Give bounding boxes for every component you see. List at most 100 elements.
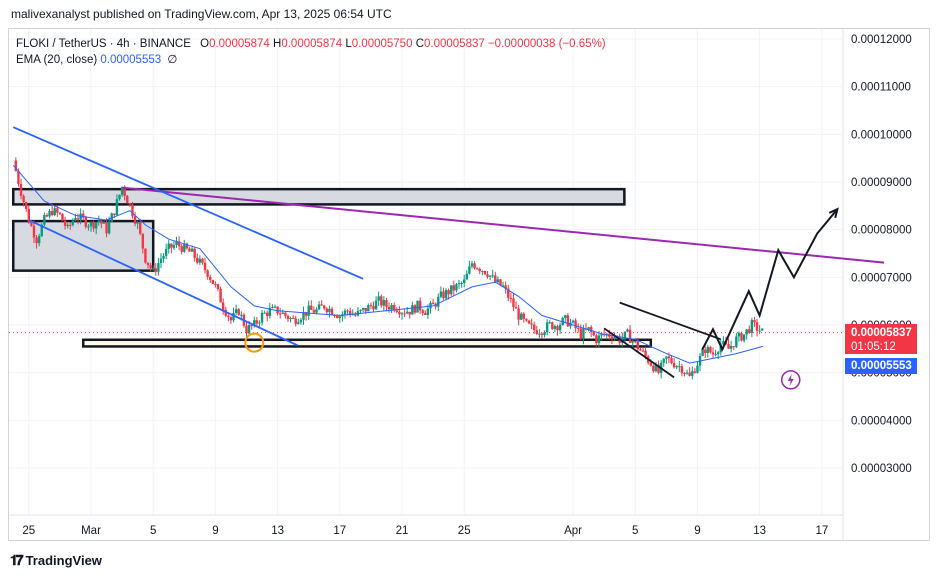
candle: [551, 321, 554, 330]
close-value: 0.00005837: [424, 38, 485, 50]
candle: [400, 311, 404, 320]
candle: [553, 324, 557, 333]
projection-path: [701, 208, 839, 352]
channel-lower-line: [28, 219, 299, 347]
open-value: 0.00005874: [209, 38, 270, 50]
candle: [564, 314, 567, 323]
candle: [571, 319, 575, 324]
x-tick-label: 9: [212, 525, 218, 537]
candle: [188, 246, 191, 252]
candle: [693, 367, 697, 374]
candle: [602, 329, 606, 337]
last-price-value: 0.00005837: [851, 327, 912, 339]
wedge-upper-line: [619, 301, 722, 341]
candle: [180, 244, 183, 255]
candle: [317, 300, 321, 311]
ema-price-badge: 0.00005553: [845, 358, 917, 374]
candle: [356, 306, 360, 317]
candle: [512, 293, 515, 312]
candle: [22, 194, 25, 207]
candle: [670, 355, 673, 365]
candle: [141, 233, 145, 254]
candle: [69, 222, 72, 230]
candle: [221, 298, 225, 315]
countdown-value: 01:05:12: [851, 341, 896, 353]
candle: [152, 265, 155, 271]
projection-arrowhead: [828, 207, 839, 219]
open-label: O: [200, 38, 210, 50]
candle: [284, 311, 287, 319]
candle: [434, 302, 437, 310]
candle: [486, 270, 489, 279]
price-grid: [9, 29, 844, 540]
y-tick-label: 0.00012000: [851, 34, 912, 46]
candle: [330, 306, 334, 316]
candle: [266, 310, 269, 322]
candle: [359, 309, 362, 314]
candle: [387, 302, 391, 313]
candle: [577, 323, 580, 333]
candle: [755, 318, 759, 337]
candle: [522, 311, 526, 323]
ema-label[interactable]: EMA (20, close): [16, 54, 98, 66]
candle: [133, 211, 137, 227]
candle: [263, 310, 266, 314]
candle: [19, 178, 23, 200]
candle: [126, 195, 129, 204]
candle: [704, 344, 707, 358]
candle: [507, 284, 510, 302]
tradingview-logo[interactable]: 𝟏𝟕 TradingView: [10, 552, 102, 569]
candle: [164, 243, 168, 260]
candle: [312, 306, 316, 314]
candle: [297, 318, 300, 325]
y-tick-label: 0.00004000: [851, 415, 912, 427]
x-tick-label: Mar: [81, 525, 101, 537]
candle: [408, 311, 411, 319]
candle: [307, 300, 310, 321]
candle: [450, 285, 453, 297]
candle: [102, 220, 106, 224]
symbol-label[interactable]: FLOKI / TetherUS · 4h · BINANCE: [16, 38, 191, 50]
candle: [483, 270, 487, 276]
candle: [66, 223, 69, 229]
candle: [154, 263, 157, 276]
candle: [341, 311, 344, 322]
candle: [675, 365, 678, 370]
support-zone: [81, 338, 653, 348]
candle: [14, 157, 18, 172]
candle: [136, 220, 139, 230]
candle: [501, 281, 505, 287]
candle: [325, 307, 329, 316]
candle: [729, 340, 733, 353]
candle: [727, 338, 730, 349]
y-tick-label: 0.00010000: [851, 129, 912, 141]
chart-legend: FLOKI / TetherUS · 4h · BINANCE O0.00005…: [16, 36, 606, 68]
candle: [424, 310, 427, 316]
high-value: 0.00005874: [281, 38, 343, 50]
channel-upper-line: [12, 126, 364, 280]
ema-extra: ∅: [167, 54, 178, 66]
candle: [421, 308, 424, 316]
publisher-line: malivexanalyst published on TradingView.…: [11, 7, 392, 21]
candle: [750, 317, 754, 338]
x-tick-label: 21: [396, 525, 409, 537]
candle: [452, 280, 456, 297]
candle: [100, 219, 103, 229]
drawing-zones: [12, 187, 653, 348]
candle: [131, 201, 134, 219]
low-label: L: [345, 38, 352, 50]
candle: [455, 282, 458, 293]
candle: [711, 347, 715, 358]
candle: [268, 302, 272, 319]
candle: [530, 318, 533, 330]
candle: [509, 292, 513, 303]
candle: [680, 363, 684, 377]
candle: [595, 333, 598, 347]
flash-icon[interactable]: [781, 370, 801, 390]
candle: [672, 358, 676, 369]
candle: [343, 308, 347, 319]
candle: [732, 346, 735, 351]
candle: [177, 236, 181, 251]
candle: [613, 332, 616, 342]
